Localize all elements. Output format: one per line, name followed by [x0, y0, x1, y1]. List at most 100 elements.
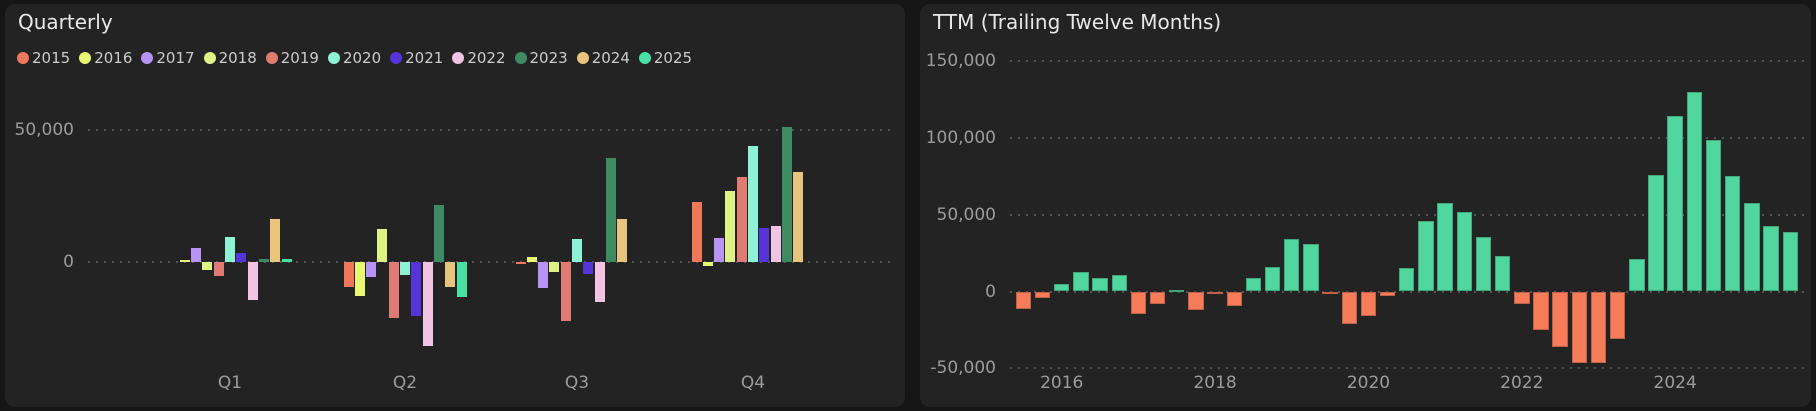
bar-2018-Q1[interactable] [202, 262, 213, 270]
bar-2022-Q2[interactable] [422, 262, 433, 346]
bar-2021-Q4[interactable] [759, 227, 770, 263]
bar-2022-Q1[interactable] [247, 262, 258, 300]
legend-dot-2020 [327, 52, 340, 64]
bar-2021-Q2[interactable] [1456, 211, 1472, 292]
bar-2024-Q3[interactable] [617, 218, 628, 263]
bar-2024-Q4[interactable] [1724, 176, 1741, 292]
bar-2016-Q2[interactable] [1073, 272, 1089, 292]
bar-2016-Q1[interactable] [1054, 283, 1070, 292]
legend-item-2020[interactable]: 2020 [327, 49, 381, 67]
bar-2017-Q2[interactable] [1149, 291, 1166, 304]
bar-2022-Q2[interactable] [1533, 291, 1549, 330]
bar-2019-Q1[interactable] [213, 262, 224, 276]
legend-item-2016[interactable]: 2016 [79, 49, 132, 67]
bar-2018-Q3[interactable] [549, 262, 560, 272]
bar-2017-Q1[interactable] [191, 248, 202, 263]
bar-2025-Q1[interactable] [281, 258, 292, 263]
legend-dot-2025 [638, 52, 651, 64]
bar-2017-Q3[interactable] [1169, 289, 1185, 292]
legend-item-2019[interactable]: 2019 [265, 49, 319, 67]
bar-2015-Q3[interactable] [1015, 291, 1032, 310]
bar-2017-Q4[interactable] [714, 237, 725, 263]
bar-2015-Q4[interactable] [1034, 291, 1051, 299]
bar-2015-Q2[interactable] [343, 262, 354, 287]
bar-2016-Q4[interactable] [1111, 274, 1127, 292]
legend-item-2022[interactable]: 2022 [452, 49, 506, 67]
bar-2019-Q1[interactable] [1284, 239, 1300, 292]
bar-2020-Q1[interactable] [1360, 291, 1377, 317]
bar-2024-Q4[interactable] [793, 172, 804, 263]
bar-2018-Q3[interactable] [1245, 277, 1262, 292]
bar-2020-Q3[interactable] [572, 239, 582, 263]
bar-2021-Q1[interactable] [236, 253, 247, 263]
bar-2022-Q1[interactable] [1514, 291, 1530, 304]
bar-2024-Q1[interactable] [1667, 115, 1683, 292]
gridline-50000 [1010, 213, 1805, 216]
legend-label-2025: 2025 [653, 49, 693, 67]
bar-2021-Q1[interactable] [1437, 203, 1453, 292]
bar-2020-Q4[interactable] [748, 146, 758, 263]
bar-2020-Q3[interactable] [1399, 268, 1415, 292]
bar-2017-Q4[interactable] [1188, 291, 1204, 310]
bar-2020-Q1[interactable] [225, 237, 235, 263]
bar-2017-Q3[interactable] [538, 262, 549, 289]
gridline-0 [1010, 290, 1805, 293]
bar-2017-Q2[interactable] [366, 262, 377, 278]
bar-2017-Q1[interactable] [1130, 291, 1147, 314]
bar-2023-Q2[interactable] [1609, 291, 1626, 340]
legend-item-2015[interactable]: 2015 [17, 49, 70, 67]
bar-2023-Q2[interactable] [433, 205, 444, 263]
bar-2025-Q3[interactable] [1782, 232, 1798, 292]
bar-2022-Q4[interactable] [770, 225, 781, 263]
bar-2023-Q4[interactable] [781, 126, 792, 263]
bar-2022-Q3[interactable] [594, 262, 605, 302]
bar-2025-Q2[interactable] [1763, 226, 1779, 292]
bar-2023-Q3[interactable] [1629, 258, 1645, 292]
bar-2019-Q3[interactable] [1322, 291, 1338, 294]
bar-2023-Q1[interactable] [258, 258, 269, 263]
bar-2024-Q2[interactable] [445, 262, 456, 288]
bar-2020-Q4[interactable] [1418, 220, 1434, 292]
legend-item-2025[interactable]: 2025 [638, 49, 693, 67]
legend-item-2024[interactable]: 2024 [576, 49, 630, 67]
bar-2019-Q4[interactable] [1341, 291, 1357, 324]
bar-2019-Q4[interactable] [736, 177, 747, 263]
bar-2016-Q4[interactable] [702, 262, 713, 266]
bar-2022-Q4[interactable] [1571, 291, 1588, 363]
bar-2023-Q4[interactable] [1648, 174, 1664, 292]
bar-2021-Q3[interactable] [1475, 237, 1492, 292]
bar-2016-Q1[interactable] [179, 260, 190, 263]
bar-2021-Q3[interactable] [583, 262, 594, 274]
bar-2018-Q4[interactable] [1264, 266, 1281, 292]
bar-2016-Q2[interactable] [354, 262, 365, 296]
legend-item-2017[interactable]: 2017 [141, 49, 195, 67]
bar-2018-Q1[interactable] [1207, 291, 1223, 294]
legend-label-2019: 2019 [280, 49, 319, 67]
legend-label-2021: 2021 [405, 49, 444, 67]
bar-2019-Q2[interactable] [388, 262, 399, 318]
bar-2022-Q3[interactable] [1552, 291, 1568, 348]
bar-2015-Q4[interactable] [691, 202, 702, 263]
bar-2018-Q4[interactable] [725, 190, 736, 263]
bar-2023-Q3[interactable] [605, 158, 616, 263]
bar-2021-Q4[interactable] [1494, 256, 1511, 292]
bar-2024-Q3[interactable] [1705, 139, 1722, 292]
legend-item-2023[interactable]: 2023 [514, 49, 568, 67]
bar-2025-Q2[interactable] [456, 262, 467, 298]
bar-2016-Q3[interactable] [1092, 277, 1108, 292]
bar-2019-Q2[interactable] [1303, 243, 1319, 292]
legend-item-2021[interactable]: 2021 [390, 49, 443, 67]
bar-2024-Q1[interactable] [270, 218, 281, 263]
bar-2018-Q2[interactable] [1226, 291, 1242, 307]
bar-2015-Q3[interactable] [515, 262, 526, 264]
bar-2024-Q2[interactable] [1686, 92, 1703, 292]
bar-2018-Q2[interactable] [377, 228, 388, 263]
bar-2023-Q1[interactable] [1590, 291, 1607, 363]
bar-2021-Q2[interactable] [411, 262, 422, 316]
bar-2020-Q2[interactable] [400, 262, 410, 275]
bar-2020-Q2[interactable] [1379, 291, 1396, 297]
bar-2019-Q3[interactable] [560, 262, 571, 321]
legend-item-2018[interactable]: 2018 [203, 49, 257, 67]
bar-2016-Q3[interactable] [526, 256, 537, 263]
bar-2025-Q1[interactable] [1744, 203, 1760, 292]
